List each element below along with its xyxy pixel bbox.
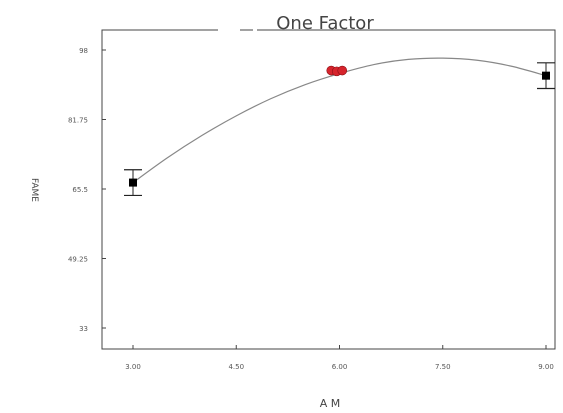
title-gap-2 [253,27,257,33]
design-point [129,178,137,187]
x-tick-label: 3.00 [125,363,141,371]
y-tick-label: 65.5 [72,186,88,194]
x-tick-label: 6.00 [332,363,348,371]
y-tick-label: 98 [79,47,88,55]
x-axis-title: A M [320,397,341,410]
y-tick-label: 33 [79,325,88,333]
design-point [542,71,550,80]
tick-layer: 3.00 4.50 6.00 7.50 9.00 33 49.25 65.5 81.75 98 [68,47,554,371]
y-tick-label: 49.25 [68,256,88,264]
fit-curve-layer [132,57,547,184]
center-point [337,65,348,76]
x-tick-label: 9.00 [538,363,554,371]
y-axis-title: FAME [29,178,39,202]
points-layer [124,62,555,197]
x-tick-label: 4.50 [228,363,244,371]
x-tick-label: 7.50 [435,363,451,371]
fit-curve-line [132,57,547,184]
chart-title: One Factor [276,13,374,34]
plot-frame [101,29,556,350]
title-gap [218,27,240,33]
y-tick-label: 81.75 [68,117,88,125]
